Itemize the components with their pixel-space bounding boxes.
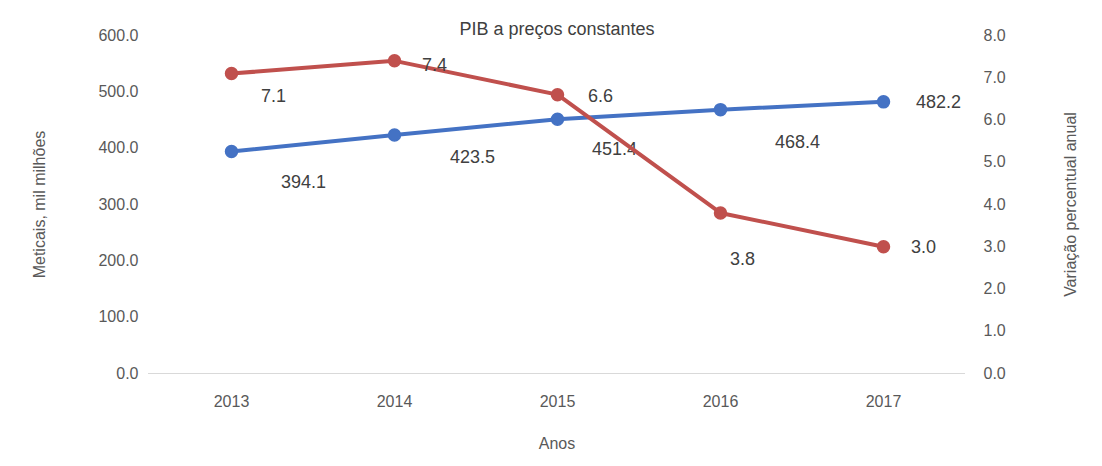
svg-text:2013: 2013 xyxy=(214,393,250,410)
svg-text:3.8: 3.8 xyxy=(730,249,755,269)
svg-text:2017: 2017 xyxy=(866,393,902,410)
svg-text:423.5: 423.5 xyxy=(450,147,495,167)
svg-text:7.4: 7.4 xyxy=(422,55,447,75)
svg-text:7.1: 7.1 xyxy=(261,86,286,106)
svg-text:0.0: 0.0 xyxy=(984,365,1006,382)
svg-text:0.0: 0.0 xyxy=(116,365,138,382)
svg-text:8.0: 8.0 xyxy=(984,27,1006,44)
svg-text:3.0: 3.0 xyxy=(984,238,1006,255)
svg-text:482.2: 482.2 xyxy=(916,92,961,112)
svg-text:Anos: Anos xyxy=(539,435,575,452)
svg-text:394.1: 394.1 xyxy=(281,172,326,192)
svg-text:Meticais, mil milhões: Meticais, mil milhões xyxy=(31,131,48,279)
svg-text:1.0: 1.0 xyxy=(984,322,1006,339)
svg-text:5.0: 5.0 xyxy=(984,153,1006,170)
svg-text:2016: 2016 xyxy=(703,393,739,410)
svg-text:600.0: 600.0 xyxy=(98,27,138,44)
svg-text:500.0: 500.0 xyxy=(98,83,138,100)
svg-text:400.0: 400.0 xyxy=(98,139,138,156)
svg-text:300.0: 300.0 xyxy=(98,196,138,213)
svg-text:2015: 2015 xyxy=(540,393,576,410)
svg-text:200.0: 200.0 xyxy=(98,252,138,269)
svg-text:6.0: 6.0 xyxy=(984,111,1006,128)
svg-text:PIB a preços constantes: PIB a preços constantes xyxy=(459,19,654,39)
svg-text:468.4: 468.4 xyxy=(775,132,820,152)
svg-text:6.6: 6.6 xyxy=(588,86,613,106)
svg-text:4.0: 4.0 xyxy=(984,196,1006,213)
svg-text:3.0: 3.0 xyxy=(911,237,936,257)
svg-text:2014: 2014 xyxy=(377,393,413,410)
svg-text:100.0: 100.0 xyxy=(98,308,138,325)
svg-text:7.0: 7.0 xyxy=(984,69,1006,86)
svg-text:451.4: 451.4 xyxy=(592,139,637,159)
svg-text:2.0: 2.0 xyxy=(984,280,1006,297)
svg-text:Variação percentual anual: Variação percentual anual xyxy=(1062,112,1079,297)
